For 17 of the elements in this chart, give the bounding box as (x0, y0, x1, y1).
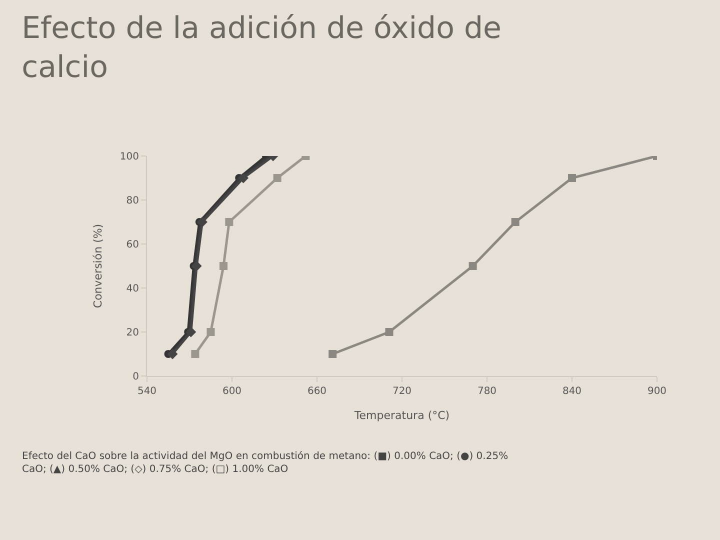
y-tick-label: 20 (126, 328, 139, 338)
y-tick-label: 100 (120, 152, 139, 162)
y-tick-label: 80 (126, 196, 139, 206)
y-tick-label: 0 (132, 372, 139, 382)
y-tick-label: 40 (126, 284, 139, 294)
x-tick-label: 780 (477, 386, 497, 397)
y-axis-title: Conversión (%) (92, 224, 105, 308)
chart-title: Efecto de la adición de óxido de calcio (22, 10, 502, 85)
y-tick-label: 60 (126, 240, 139, 250)
x-tick-label: 900 (647, 386, 667, 397)
x-tick-label: 660 (307, 386, 327, 397)
text: Efecto del CaO sobre la actividad del MgO en combustión de metano: (■) 0.00% CaO; (●) 0.25% CaO; (▲) 0.50% CaO; (◇) 0.75% CaO; (□) 1.00% CaO (22, 451, 508, 475)
x-axis-title: Temperatura (°C) (353, 409, 450, 422)
x-tick-label: 720 (392, 386, 412, 397)
x-tick-label: 600 (222, 386, 242, 397)
x-tick-label: 540 (137, 386, 157, 397)
x-tick-label: 840 (562, 386, 582, 397)
